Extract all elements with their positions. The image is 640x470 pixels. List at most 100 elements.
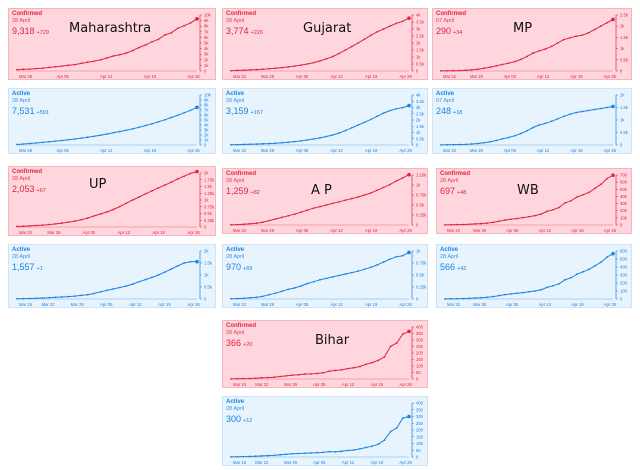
metric-label: Confirmed (12, 169, 42, 175)
x-tick-label: Mar 22 (443, 74, 457, 79)
data-point (546, 286, 548, 289)
data-point (279, 375, 282, 378)
data-point (93, 135, 96, 138)
data-point (291, 374, 294, 376)
y-tick-label: 350 (416, 331, 424, 336)
data-point (312, 280, 315, 283)
series-line (16, 171, 198, 227)
value-readout: 1,259 +82 (226, 186, 260, 199)
y-tick-label: 2.5k (620, 13, 629, 18)
data-point (344, 49, 347, 51)
y-tick-label: 0.5k (416, 203, 425, 208)
data-point (569, 113, 571, 116)
metric-label: Confirmed (436, 11, 466, 17)
metric-label: Confirmed (12, 11, 42, 17)
data-point (538, 124, 541, 126)
data-point (377, 443, 380, 446)
data-point (476, 68, 479, 71)
x-tick-label: Apr 26 (604, 302, 617, 307)
data-point (54, 140, 57, 142)
data-point (558, 206, 560, 209)
data-point (581, 34, 584, 37)
data-point (593, 108, 596, 111)
data-point (300, 211, 302, 214)
data-point (369, 192, 372, 194)
data-point (532, 52, 535, 54)
data-point (606, 256, 608, 258)
y-tick-label: 3.5k (416, 20, 425, 25)
x-tick-label: Apr 19 (365, 148, 378, 153)
value-number: 1,557 (12, 262, 35, 272)
data-point (131, 199, 134, 201)
y-tick-label: 1k (204, 273, 209, 278)
y-tick-label: 300 (416, 338, 424, 343)
series-line (440, 19, 614, 72)
date-label: 07 April (436, 18, 455, 24)
data-point (350, 45, 353, 48)
data-point (248, 455, 251, 458)
y-tick-label: 1k (204, 198, 209, 203)
x-tick-label: Mar 29 (284, 460, 298, 465)
y-tick-label: 1.75k (204, 177, 215, 182)
data-point (268, 142, 271, 145)
data-point (340, 369, 343, 371)
x-tick-label: Mar 22 (447, 302, 461, 307)
data-point (325, 57, 328, 60)
data-point-latest (195, 105, 199, 110)
data-point (297, 452, 300, 455)
data-point (236, 69, 239, 72)
data-point (476, 142, 479, 145)
y-tick-label: 0.5k (204, 211, 213, 216)
data-point (468, 297, 470, 300)
data-point (80, 137, 83, 139)
x-tick-label: Mar 29 (473, 228, 487, 233)
delta-number: +67 (36, 188, 46, 194)
y-tick-label: 4k (204, 123, 209, 128)
x-tick-label: Apr 26 (187, 74, 200, 79)
x-tick-label: Apr 26 (399, 382, 412, 387)
mp-confirmed-chart: 0 0.5k 1k 1.5k 2k 2.5k Mar 22 Mar 29 Apr 05 Apr 1… (440, 13, 629, 79)
x-tick-label: Mar 15 (233, 460, 247, 465)
data-point (86, 293, 89, 296)
data-point (344, 129, 347, 132)
gj-confirmed-chart: 0 0.5k 1k 1.5k 2k 2.5k 3k 3.5k 4k Mar 22 Mar 29 Apr… (230, 13, 425, 79)
data-point (558, 282, 560, 285)
data-point-latest (195, 169, 199, 174)
data-point (346, 449, 349, 452)
data-point (516, 292, 518, 295)
data-point (183, 24, 186, 27)
x-tick-label: Mar 29 (261, 148, 275, 153)
metric-label: Confirmed (226, 11, 256, 17)
data-point (54, 296, 57, 299)
data-point (163, 271, 166, 274)
data-point (287, 288, 290, 291)
data-point (401, 254, 404, 257)
data-point (556, 117, 559, 120)
y-tick-label: 0.75k (204, 204, 215, 209)
x-tick-label: Mar 29 (261, 302, 275, 307)
data-point (73, 295, 76, 298)
data-point (170, 181, 173, 184)
data-point (358, 448, 361, 450)
data-point (562, 38, 565, 41)
x-tick-label: Apr 12 (539, 302, 552, 307)
data-point (293, 213, 296, 216)
data-point (236, 143, 239, 146)
data-point (236, 297, 239, 300)
y-tick-label: 250 (416, 344, 424, 349)
data-point (594, 187, 596, 190)
mh-active-panel: Active 28 April 7,531 +591 0 1k 2k 3k 4k 5k 6k 7k 8k… (8, 88, 216, 154)
data-point (489, 140, 492, 143)
data-point (16, 297, 18, 300)
data-point (564, 201, 566, 204)
data-point (338, 200, 340, 203)
x-tick-label: Mar 22 (233, 228, 247, 233)
data-point (274, 292, 277, 295)
value-number: 366 (226, 338, 242, 348)
y-tick-label: 10k (204, 13, 212, 18)
data-point (48, 140, 51, 143)
x-tick-label: Apr 05 (313, 382, 326, 387)
x-tick-label: Apr 19 (365, 228, 378, 233)
data-point (470, 143, 473, 145)
